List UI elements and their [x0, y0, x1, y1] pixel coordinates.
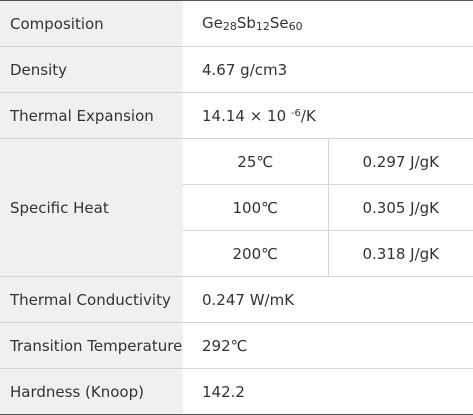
row-label: Thermal Expansion — [0, 92, 183, 139]
row: 100℃ 0.305 J/gK — [0, 184, 473, 231]
temperature: 25℃ — [183, 138, 328, 185]
row: Hardness (Knoop) 142.2 — [0, 368, 473, 415]
row-label: Hardness (Knoop) — [0, 368, 183, 415]
specific-heat: 0.318 J/gK — [327, 230, 473, 277]
row-value: 0.247 W/mK — [183, 276, 473, 323]
row-value: 14.14 × 10 -6/K — [183, 92, 473, 139]
row: Transition Temperature 292℃ — [0, 322, 473, 369]
row-value: 142.2 — [202, 382, 245, 401]
row-label: Specific Heat — [0, 138, 183, 277]
specific-heat: 0.297 J/gK — [327, 138, 473, 185]
row-label: Composition — [0, 0, 183, 47]
row-label: Transition Temperature — [0, 322, 183, 369]
unit: /K — [300, 106, 316, 125]
base: 14.14 × 10 — [202, 106, 291, 125]
element: Se — [269, 14, 289, 32]
element: Sb — [236, 14, 256, 32]
temperature: 200℃ — [183, 230, 328, 277]
row: Thermal Conductivity 0.247 W/mK — [0, 276, 473, 323]
row: Density 4.67 g/cm3 — [0, 46, 473, 93]
row-value: 4.67 g/cm3 — [183, 46, 473, 93]
row: 200℃ 0.318 J/gK — [0, 230, 473, 277]
element: Ge — [202, 14, 223, 32]
subscript: 60 — [288, 20, 303, 33]
subscript: 12 — [255, 20, 270, 33]
subscript: 28 — [222, 20, 237, 33]
row-value: 292℃ — [183, 322, 473, 369]
row: Thermal Expansion 14.14 × 10 -6/K — [0, 92, 473, 139]
temperature: 100℃ — [183, 184, 328, 231]
exponent: -6 — [290, 107, 301, 119]
specific-heat: 0.305 J/gK — [327, 184, 473, 231]
row: Composition Ge28Sb12Se60 — [0, 0, 473, 47]
row-label: Thermal Conductivity — [0, 276, 183, 323]
row-label: Density — [0, 46, 183, 93]
row: Specific Heat 25℃ 0.297 J/gK — [0, 138, 473, 277]
row-value: Ge28Sb12Se60 — [183, 0, 473, 47]
